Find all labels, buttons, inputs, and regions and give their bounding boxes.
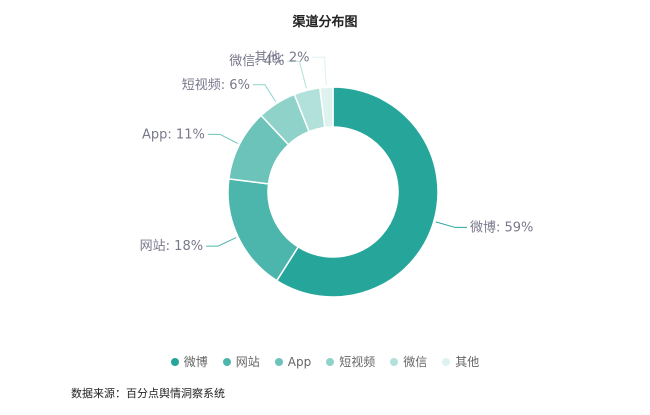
legend-item-5[interactable]: 其他 <box>442 353 479 370</box>
data-label-3: 短视频: 6% <box>182 78 250 93</box>
legend-label: App <box>287 354 312 369</box>
legend-label: 网站 <box>235 355 260 369</box>
leader-line-0 <box>435 221 467 228</box>
legend-marker <box>326 357 335 366</box>
legend-label: 其他 <box>455 355 480 369</box>
legend-marker <box>442 357 451 366</box>
leader-line-5 <box>312 56 327 86</box>
legend-item-4[interactable]: 微信 <box>390 353 427 370</box>
legend-item-3[interactable]: 短视频 <box>326 353 375 370</box>
legend-label: 微信 <box>403 355 428 369</box>
legend-marker <box>222 357 231 366</box>
leader-line-4 <box>287 60 307 89</box>
legend-label: 短视频 <box>339 355 376 369</box>
legend-label: 微博 <box>183 355 208 369</box>
chart-legend: 微博 网站 App 短视频 微信 其他 <box>0 353 650 370</box>
leader-line-3 <box>252 84 277 102</box>
slice-5[interactable] <box>319 86 334 129</box>
source-note: 数据来源：百分点舆情洞察系统 <box>71 387 225 400</box>
data-label-4: 微信: 4% <box>229 54 284 69</box>
legend-marker <box>274 357 283 366</box>
legend-item-1[interactable]: 网站 <box>222 353 260 370</box>
chart-title: 渠道分布图 <box>292 15 358 30</box>
data-label-1: 网站: 18% <box>140 239 203 254</box>
leader-line-2 <box>207 133 238 144</box>
legend-item-2[interactable]: App <box>274 354 312 369</box>
data-label-5: 其他: 2% <box>254 50 309 65</box>
legend-marker <box>170 357 179 366</box>
legend-item-0[interactable]: 微博 <box>170 353 208 370</box>
legend-marker <box>390 357 399 366</box>
slice-0[interactable] <box>275 86 439 298</box>
leader-line-1 <box>206 237 237 247</box>
data-label-0: 微博: 59% <box>470 220 533 235</box>
data-label-2: App: 11% <box>142 127 205 142</box>
